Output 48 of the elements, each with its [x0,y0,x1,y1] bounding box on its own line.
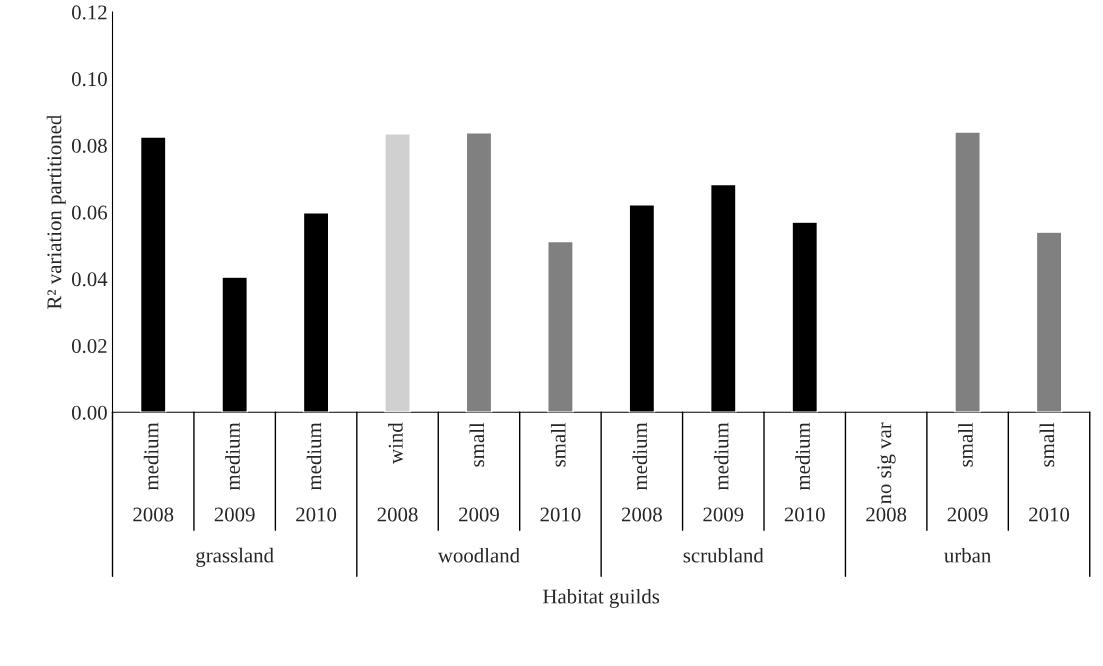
x-tick-label: medium [632,422,648,491]
bar [221,276,248,413]
text: 2009 [459,507,499,522]
x-tick-label: medium [143,422,159,491]
x-tick-label: small [958,422,973,467]
x-axis-title: Habitat guilds [543,588,660,608]
text: 2008 [866,507,907,522]
x-tick-label: medium [713,422,729,491]
bar [954,131,981,413]
text: 2009 [947,507,988,522]
bar [139,136,167,413]
text: 2008 [133,507,174,522]
y-tick-label: 0.04 [71,272,108,287]
bar [628,204,656,413]
y-tick-label: 0.12 [71,5,107,20]
text: 2010 [540,507,581,522]
x-tick-label: medium [225,422,240,491]
text: scrubland [683,547,764,563]
y-tick-label: 0.10 [71,72,107,87]
text: 2009 [214,507,255,522]
text: 2008 [377,507,418,522]
text: woodland [437,547,520,563]
y-tick-label: 0.06 [71,205,108,220]
x-tick-label: medium [306,422,322,491]
x-tick-label: small [550,422,566,467]
text: 2010 [296,507,337,522]
text: grassland [196,547,274,567]
x-tick-label: small [1039,422,1055,467]
y-tick-label: 0.08 [71,138,107,153]
bar [302,212,330,413]
text: 2008 [621,507,662,522]
bar [709,183,737,413]
y-axis-title: R² variation partitioned [46,114,66,309]
bar [384,133,411,413]
y-tick-label: 0.02 [71,338,107,354]
y-tick-label: 0.00 [71,405,107,420]
bar [547,240,574,413]
bar [1035,231,1063,413]
x-tick-label: small [469,422,485,467]
bar [465,132,493,413]
bar [791,221,819,413]
text: 2010 [784,507,825,522]
text: 2010 [1029,507,1070,522]
x-tick-label: medium [795,422,810,491]
x-tick-label: no sig var [877,422,896,504]
x-tick-label: wind [388,422,403,464]
text: urban [944,547,992,563]
text: 2009 [703,507,744,522]
